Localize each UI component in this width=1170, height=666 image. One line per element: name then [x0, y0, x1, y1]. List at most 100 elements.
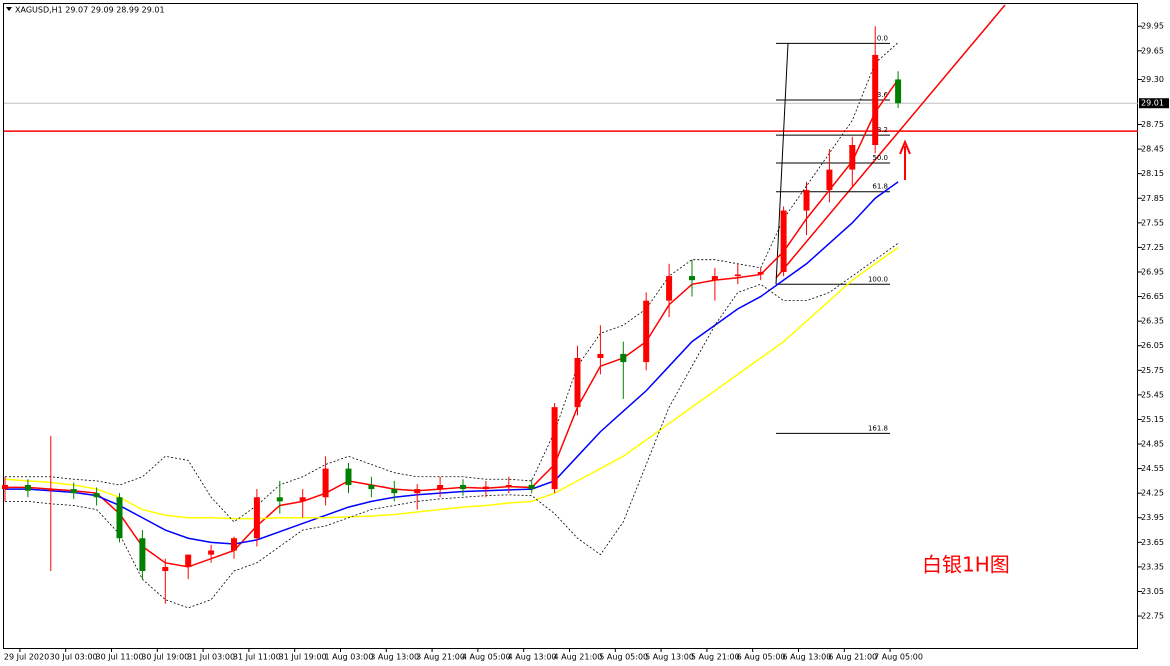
- indicator-line: [5, 79, 899, 568]
- candle-body: [460, 484, 466, 490]
- x-tick-label: 7 Aug 05:00: [874, 653, 923, 662]
- candle-body: [826, 169, 833, 191]
- y-tick-label: 24.85: [1141, 440, 1164, 449]
- up-arrow: [899, 139, 911, 180]
- x-tick-label: 31 Jul 19:00: [279, 653, 327, 662]
- candle-body: [689, 276, 695, 281]
- y-tick-label: 23.65: [1141, 538, 1164, 547]
- candle-body: [391, 489, 398, 494]
- candle-body: [895, 79, 902, 104]
- trend-line: [775, 4, 1006, 279]
- candle-body: [551, 407, 558, 490]
- candle-body: [482, 486, 489, 490]
- fib-label: 50.0: [872, 154, 888, 162]
- candle-body: [368, 484, 375, 490]
- candle-body: [711, 276, 718, 281]
- candle-body: [734, 274, 741, 277]
- x-tick-label: 30 Jul 11:00: [95, 653, 143, 662]
- indicator-line: [5, 42, 899, 523]
- x-tick-label: 31 Jul 03:00: [187, 653, 235, 662]
- menu-arrow: [6, 7, 12, 11]
- candle-body: [70, 489, 77, 494]
- x-tick-label: 29 Jul 2020: [4, 653, 49, 662]
- candle-body: [345, 468, 352, 485]
- y-tick-label: 27.55: [1141, 218, 1164, 227]
- candle-body: [162, 566, 169, 571]
- y-tick-label: 24.55: [1141, 464, 1164, 473]
- candle-body: [322, 468, 329, 498]
- plot-frame: [3, 3, 1138, 649]
- y-tick-label: 23.95: [1141, 513, 1164, 522]
- fib-label: 23.6: [872, 91, 888, 99]
- candle-body: [643, 300, 650, 363]
- x-tick-label: 5 Aug 05:00: [599, 653, 648, 662]
- y-tick-label: 27.85: [1141, 194, 1164, 203]
- candle-body: [47, 489, 54, 491]
- y-tick-label: 25.45: [1141, 390, 1164, 399]
- x-tick-label: 4 Aug 13:00: [508, 653, 557, 662]
- candle-body: [757, 271, 764, 275]
- x-tick-label: 6 Aug 05:00: [737, 653, 786, 662]
- candle-body: [849, 145, 856, 170]
- fib-label: 0.0: [877, 34, 888, 42]
- candle-body: [574, 357, 581, 408]
- y-tick-label: 26.95: [1141, 267, 1164, 276]
- fib-trend: [775, 43, 789, 285]
- y-tick-label: 26.35: [1141, 317, 1164, 326]
- current-price-label: 29.01: [1141, 99, 1164, 108]
- candle-body: [139, 538, 146, 571]
- y-tick-label: 28.15: [1141, 169, 1164, 178]
- candle-body: [437, 484, 444, 490]
- x-tick-label: 6 Aug 13:00: [782, 653, 831, 662]
- x-tick-label: 4 Aug 21:00: [553, 653, 602, 662]
- y-tick-label: 26.65: [1141, 292, 1164, 301]
- candle-body: [253, 497, 260, 539]
- candle-body: [231, 538, 237, 551]
- candle-body: [872, 54, 879, 146]
- y-tick-label: 26.05: [1141, 341, 1164, 350]
- y-tick-label: 27.25: [1141, 243, 1164, 252]
- fib-label: 161.8: [868, 424, 888, 432]
- candle-body: [116, 497, 123, 539]
- candle-body: [505, 484, 512, 487]
- fib-label: 38.2: [872, 126, 888, 134]
- candle-body: [528, 484, 535, 490]
- y-tick-label: 25.15: [1141, 415, 1164, 424]
- indicator-line: [5, 181, 899, 545]
- candle-body: [620, 353, 627, 363]
- y-tick-label: 28.75: [1141, 120, 1164, 129]
- annotation: 白银1H图: [922, 553, 1010, 577]
- candle-body: [276, 497, 283, 502]
- x-tick-label: 4 Aug 05:00: [462, 653, 511, 662]
- x-tick-label: 31 Jul 11:00: [233, 653, 281, 662]
- candle-body: [2, 484, 8, 490]
- y-tick-label: 28.45: [1141, 145, 1164, 154]
- y-tick-label: 29.95: [1141, 22, 1164, 31]
- candle-body: [24, 484, 31, 491]
- y-tick-label: 22.75: [1141, 612, 1164, 621]
- candle-body: [208, 550, 215, 555]
- chart-title: XAGUSD,H1 29.07 29.09 28.99 29.01: [15, 6, 165, 15]
- y-tick-label: 23.05: [1141, 587, 1164, 596]
- candle-body: [299, 497, 306, 502]
- current-price-box: [1139, 98, 1169, 109]
- fib-label: 100.0: [868, 275, 888, 283]
- candle-body: [597, 353, 604, 358]
- y-tick-label: 29.30: [1141, 75, 1164, 84]
- x-tick-label: 1 Aug 03:00: [324, 653, 373, 662]
- fib-label: 61.8: [872, 183, 888, 191]
- y-tick-label: 24.25: [1141, 489, 1164, 498]
- indicator-line: [4, 246, 899, 520]
- x-tick-label: 30 Jul 19:00: [141, 653, 189, 662]
- y-tick-label: 23.35: [1141, 562, 1164, 571]
- x-tick-label: 5 Aug 21:00: [691, 653, 740, 662]
- candle-body: [185, 554, 192, 567]
- candle-body: [803, 190, 810, 211]
- y-tick-label: 25.75: [1141, 366, 1164, 375]
- candle-body: [414, 489, 421, 494]
- indicator-line: [5, 242, 899, 609]
- candle-body: [780, 210, 787, 272]
- y-tick-label: 29.65: [1141, 46, 1164, 55]
